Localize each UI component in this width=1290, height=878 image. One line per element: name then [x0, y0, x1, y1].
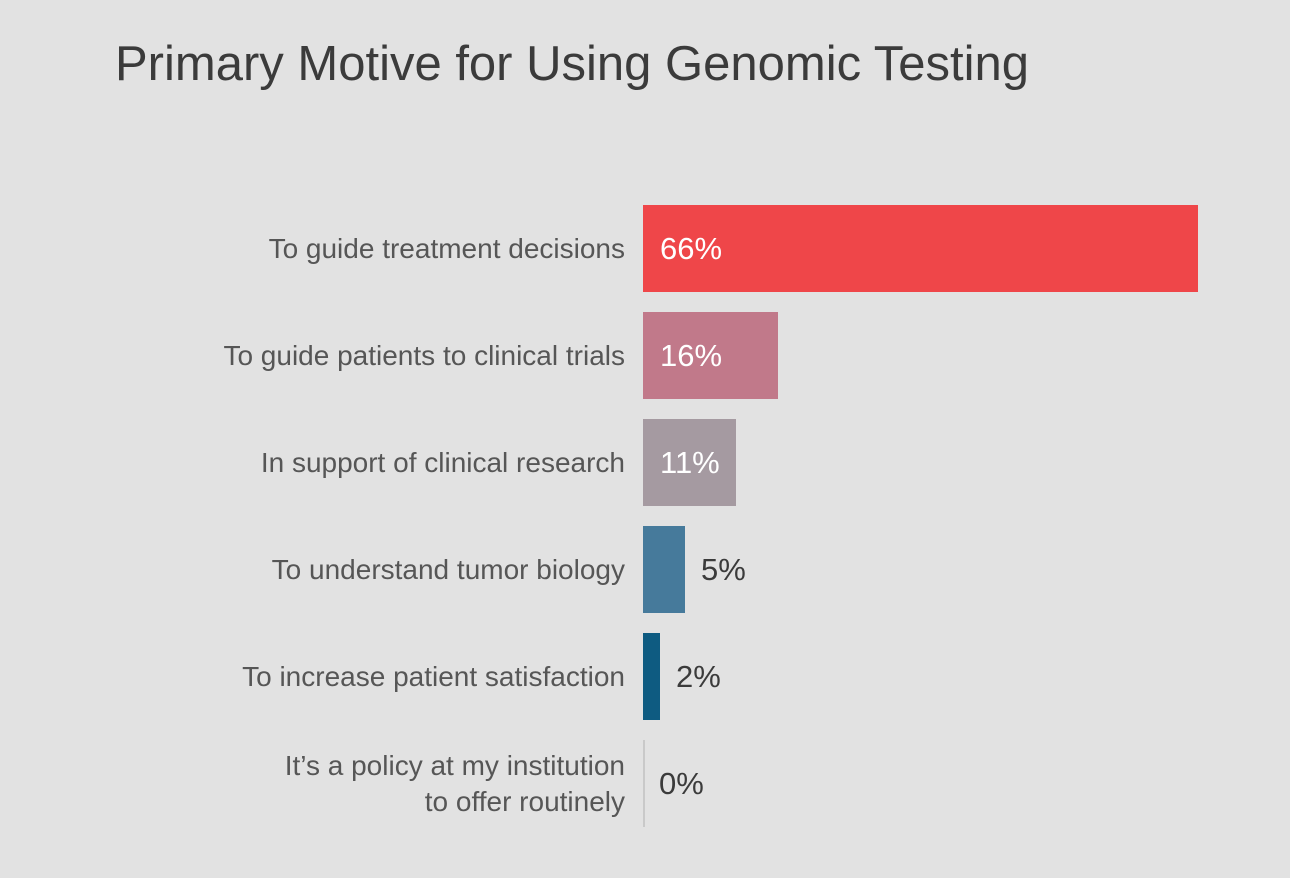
bar: [643, 526, 685, 613]
bar-area: 11%: [643, 419, 1290, 506]
bar-chart: To guide treatment decisions 66% To guid…: [0, 205, 1290, 847]
chart-title: Primary Motive for Using Genomic Testing: [115, 37, 1030, 91]
value-label-outside: 5%: [701, 551, 746, 587]
value-label-inside: 66%: [660, 230, 723, 266]
bar-area: 16%: [643, 312, 1290, 399]
category-label: In support of clinical research: [260, 446, 625, 478]
bar-row: To guide treatment decisions 66%: [0, 205, 1290, 292]
bar: 66%: [643, 205, 1198, 292]
value-label-outside: 2%: [676, 658, 721, 694]
value-label-outside: 0%: [659, 765, 704, 801]
bar-area: 66%: [643, 205, 1290, 292]
bar-area: 5%: [643, 526, 1290, 613]
bar-row: To guide patients to clinical trials 16%: [0, 312, 1290, 399]
category-label: It’s a policy at my institution to offer…: [284, 749, 625, 817]
bar-row: In support of clinical research 11%: [0, 419, 1290, 506]
bar: 11%: [643, 419, 736, 506]
category-label: To guide treatment decisions: [268, 232, 625, 264]
bar-row: To increase patient satisfaction 2%: [0, 633, 1290, 720]
category-label: To increase patient satisfaction: [242, 660, 625, 692]
category-label: To understand tumor biology: [271, 553, 625, 585]
bar: 16%: [643, 312, 778, 399]
axis-line: [643, 740, 645, 827]
value-label-inside: 16%: [660, 337, 723, 373]
category-label: To guide patients to clinical trials: [223, 339, 625, 371]
bar-row: To understand tumor biology 5%: [0, 526, 1290, 613]
bar: [643, 633, 660, 720]
bar-area: 2%: [643, 633, 1290, 720]
bar-area: 0%: [643, 740, 1290, 827]
value-label-inside: 11%: [660, 444, 720, 480]
bar-row: It’s a policy at my institution to offer…: [0, 740, 1290, 827]
